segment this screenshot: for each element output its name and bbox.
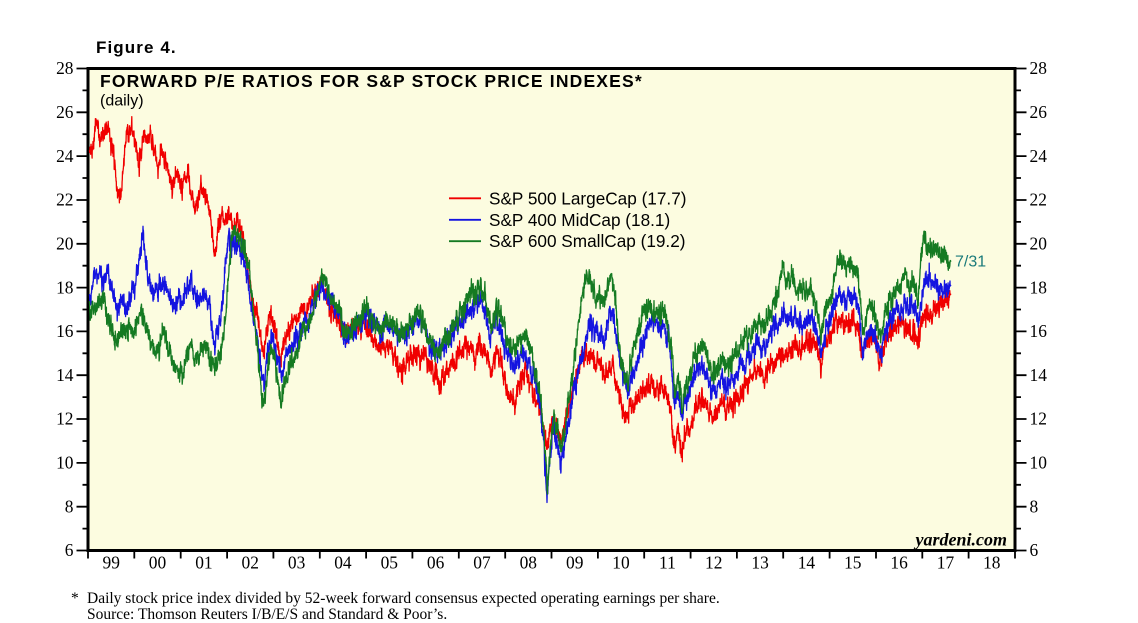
svg-text:24: 24 (56, 146, 74, 166)
svg-text:06: 06 (427, 553, 445, 573)
svg-text:13: 13 (751, 553, 769, 573)
svg-text:07: 07 (473, 553, 491, 573)
svg-text:14: 14 (1030, 365, 1048, 385)
svg-text:10: 10 (612, 553, 630, 573)
svg-text:14: 14 (798, 553, 816, 573)
svg-text:15: 15 (844, 553, 862, 573)
svg-text:16: 16 (56, 321, 74, 341)
svg-text:8: 8 (1030, 496, 1039, 516)
svg-text:28: 28 (56, 58, 74, 78)
svg-text:28: 28 (1030, 58, 1048, 78)
svg-text:18: 18 (56, 277, 74, 297)
svg-text:26: 26 (56, 102, 74, 122)
svg-text:8: 8 (65, 496, 74, 516)
svg-text:16: 16 (1030, 321, 1048, 341)
svg-text:09: 09 (566, 553, 583, 573)
svg-text:7/31: 7/31 (955, 254, 986, 271)
svg-text:04: 04 (334, 553, 352, 573)
svg-text:26: 26 (1030, 102, 1048, 122)
svg-text:10: 10 (56, 453, 74, 473)
svg-text:16: 16 (890, 553, 908, 573)
svg-text:Daily stock price index divide: Daily stock price index divided by 52-we… (87, 590, 720, 607)
svg-text:S&P 600 SmallCap (19.2): S&P 600 SmallCap (19.2) (489, 231, 686, 251)
svg-text:S&P 500 LargeCap (17.7): S&P 500 LargeCap (17.7) (489, 188, 686, 208)
svg-text:S&P 400 MidCap (18.1): S&P 400 MidCap (18.1) (489, 210, 670, 230)
svg-text:12: 12 (1030, 409, 1047, 429)
svg-text:12: 12 (56, 409, 73, 429)
svg-text:Source: Thomson Reuters I/B/E/: Source: Thomson Reuters I/B/E/S and Stan… (87, 606, 447, 623)
svg-text:10: 10 (1030, 453, 1048, 473)
svg-text:02: 02 (242, 553, 259, 573)
svg-text:22: 22 (1030, 190, 1047, 210)
svg-text:05: 05 (381, 553, 399, 573)
svg-text:08: 08 (520, 553, 538, 573)
svg-text:20: 20 (56, 234, 74, 254)
svg-text:17: 17 (937, 553, 955, 573)
svg-text:99: 99 (103, 553, 120, 573)
svg-text:03: 03 (288, 553, 306, 573)
svg-text:6: 6 (1030, 540, 1039, 560)
svg-text:11: 11 (659, 553, 676, 573)
svg-text:12: 12 (705, 553, 722, 573)
svg-text:*: * (71, 590, 79, 607)
svg-text:18: 18 (983, 553, 1001, 573)
svg-text:Figure 4.: Figure 4. (96, 38, 177, 57)
svg-text:FORWARD P/E RATIOS FOR S&P STO: FORWARD P/E RATIOS FOR S&P STOCK PRICE I… (100, 71, 643, 91)
svg-text:14: 14 (56, 365, 74, 385)
svg-text:01: 01 (195, 553, 212, 573)
svg-text:22: 22 (56, 190, 73, 210)
svg-text:(daily): (daily) (100, 93, 144, 110)
svg-text:00: 00 (149, 553, 167, 573)
svg-text:yardeni.com: yardeni.com (914, 530, 1008, 550)
svg-text:6: 6 (65, 540, 74, 560)
svg-text:20: 20 (1030, 234, 1048, 254)
svg-text:18: 18 (1030, 277, 1048, 297)
svg-text:24: 24 (1030, 146, 1048, 166)
